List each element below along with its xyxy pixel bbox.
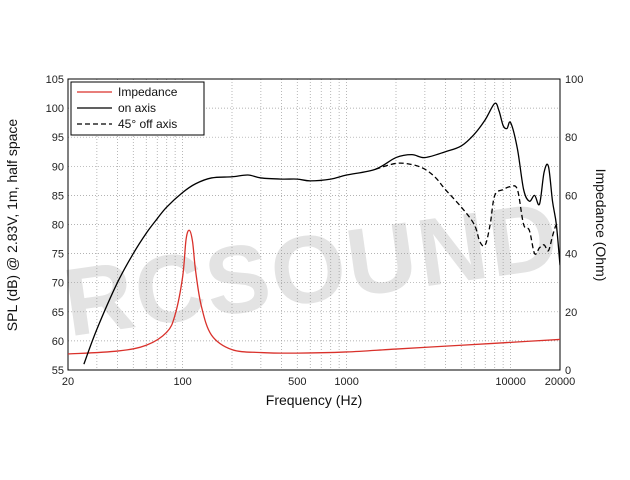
legend-label-off-axis: 45° off axis bbox=[118, 117, 177, 131]
x-tick-label: 20 bbox=[62, 376, 74, 388]
bottom-axis-ticks: 20 100 500 1000 10000 20000 bbox=[62, 376, 575, 388]
x-tick-label: 1000 bbox=[334, 376, 358, 388]
y-tick-label: 70 bbox=[52, 278, 64, 290]
y-tick-label: 105 bbox=[46, 74, 64, 86]
y-tick-label: 80 bbox=[52, 220, 64, 232]
y-tick-label: 85 bbox=[52, 190, 64, 202]
y-tick-label: 100 bbox=[46, 103, 64, 115]
x-tick-label: 100 bbox=[173, 376, 191, 388]
y2-tick-label: 80 bbox=[565, 132, 577, 144]
y2-tick-label: 60 bbox=[565, 190, 577, 202]
legend: Impedance on axis 45° off axis bbox=[70, 81, 205, 136]
y2-tick-label: 0 bbox=[565, 365, 571, 377]
x-axis-label: Frequency (Hz) bbox=[266, 392, 362, 408]
y2-tick-label: 40 bbox=[565, 249, 577, 261]
y-tick-label: 60 bbox=[52, 336, 64, 348]
series-layer bbox=[68, 102, 560, 365]
right-axis-ticks: 0 20 40 60 80 100 bbox=[565, 74, 583, 377]
x-tick-label: 10000 bbox=[495, 376, 526, 388]
watermark-logo: RCSOUND bbox=[57, 182, 566, 357]
y-tick-label: 55 bbox=[52, 365, 64, 377]
left-axis-ticks: 55 60 65 70 75 80 85 90 95 100 105 bbox=[46, 74, 64, 377]
y-tick-label: 75 bbox=[52, 249, 64, 261]
y-axis-label: SPL (dB) @ 2.83V, 1m, half space bbox=[4, 119, 20, 332]
x-tick-label: 20000 bbox=[545, 376, 576, 388]
legend-label-impedance: Impedance bbox=[118, 85, 178, 99]
y-tick-label: 65 bbox=[52, 307, 64, 319]
y2-tick-label: 20 bbox=[565, 307, 577, 319]
series-line-impedance bbox=[68, 229, 560, 355]
series-line-off-axis bbox=[375, 162, 560, 255]
y-tick-label: 95 bbox=[52, 132, 64, 144]
legend-label-on-axis: on axis bbox=[118, 101, 156, 115]
series-line-on-axis bbox=[83, 102, 560, 365]
y2-tick-label: 100 bbox=[565, 74, 583, 86]
y-tick-label: 90 bbox=[52, 161, 64, 173]
x-tick-label: 500 bbox=[288, 376, 306, 388]
y2-axis-label: Impedance (Ohm) bbox=[593, 169, 609, 282]
